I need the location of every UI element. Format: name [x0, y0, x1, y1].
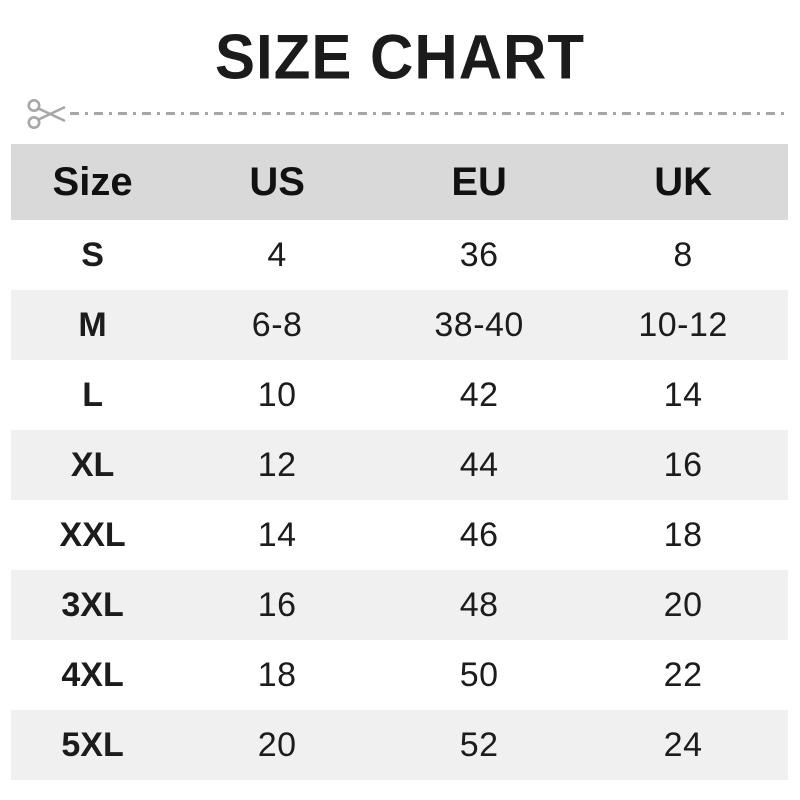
us-cell: 18 [257, 655, 297, 694]
size-conversion-table: Size US EU UK S 4 36 8 M 6-8 38-40 10-12… [11, 144, 788, 780]
header-row: Size US EU UK [11, 144, 788, 220]
eu-cell: 36 [459, 235, 499, 274]
table-row: 5XL 20 52 24 [11, 710, 788, 780]
eu-cell: 50 [459, 655, 499, 694]
size-cell: M [11, 290, 175, 360]
size-cell: S [81, 235, 104, 274]
us-cell: 14 [257, 515, 297, 554]
table-row: XXL 14 46 18 [11, 500, 788, 570]
header-size: Size [11, 144, 175, 220]
table-row: XL 12 44 16 [11, 430, 788, 500]
eu-cell: 48 [380, 570, 579, 640]
us-cell: 16 [174, 570, 381, 640]
us-cell: 10 [257, 375, 297, 414]
header-eu: EU [380, 144, 579, 220]
table-row: 4XL 18 50 22 [11, 640, 788, 710]
us-cell: 6-8 [174, 290, 381, 360]
uk-cell: 22 [663, 655, 703, 694]
table-row: 3XL 16 48 20 [11, 570, 788, 640]
size-cell: 4XL [61, 655, 124, 694]
us-cell: 4 [267, 235, 287, 274]
size-cell: 3XL [11, 570, 175, 640]
header-us: US [174, 144, 381, 220]
size-cell: XXL [59, 515, 126, 554]
table-row: M 6-8 38-40 10-12 [11, 290, 788, 360]
size-cell: XL [11, 430, 175, 500]
us-cell: 12 [174, 430, 381, 500]
uk-cell: 14 [663, 375, 703, 414]
scissors-icon [27, 99, 66, 129]
size-cell: L [82, 375, 103, 414]
cut-line [0, 92, 800, 136]
dashed-cut-rule [70, 112, 790, 115]
uk-cell: 20 [578, 570, 788, 640]
table-row: S 4 36 8 [11, 220, 788, 290]
uk-cell: 24 [578, 710, 788, 780]
uk-cell: 16 [578, 430, 788, 500]
us-cell: 20 [174, 710, 381, 780]
eu-cell: 42 [459, 375, 499, 414]
eu-cell: 44 [380, 430, 579, 500]
uk-cell: 10-12 [578, 290, 788, 360]
uk-cell: 8 [673, 235, 693, 274]
header-uk: UK [578, 144, 788, 220]
size-cell: 5XL [11, 710, 175, 780]
table-row: L 10 42 14 [11, 360, 788, 430]
page-title: SIZE CHART [215, 21, 585, 93]
eu-cell: 38-40 [380, 290, 579, 360]
uk-cell: 18 [663, 515, 703, 554]
eu-cell: 52 [380, 710, 579, 780]
eu-cell: 46 [459, 515, 499, 554]
